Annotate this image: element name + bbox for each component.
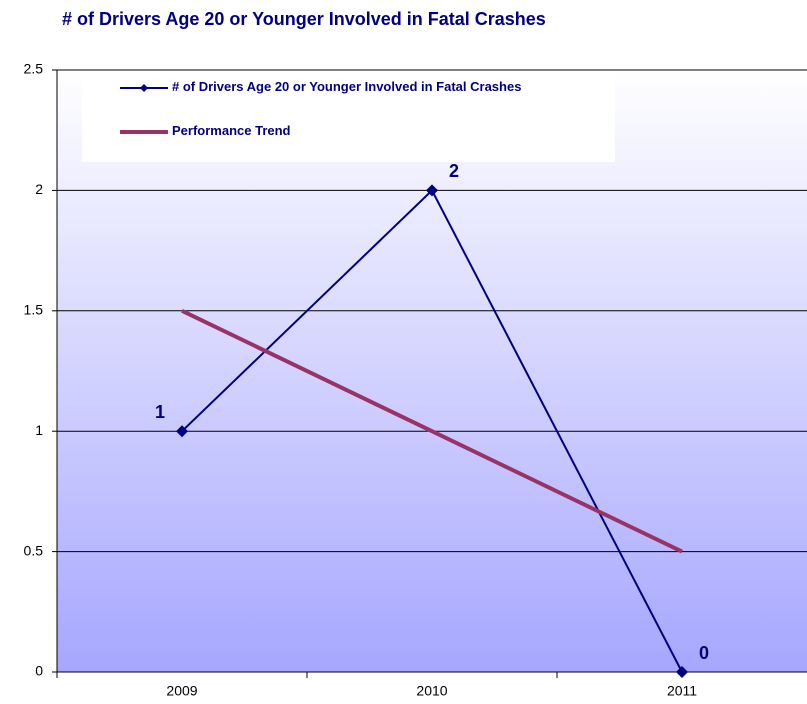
marker: [426, 184, 438, 197]
plot-area: [57, 70, 807, 672]
x-tick-label: 2011: [667, 683, 697, 699]
legend-marker: [140, 84, 148, 92]
y-tick-label: 0: [35, 663, 43, 679]
y-tick-label: 0.5: [24, 542, 44, 558]
y-tick-label: 1.5: [24, 302, 44, 318]
chart-title: # of Drivers Age 20 or Younger Involved …: [62, 9, 546, 29]
legend-item: Performance Trend: [172, 123, 291, 138]
data-label: 1: [155, 402, 165, 422]
legend-label: Performance Trend: [172, 123, 291, 138]
marker: [676, 666, 688, 678]
data-label: 2: [449, 161, 459, 181]
legend-box: [82, 72, 615, 162]
legend-label: # of Drivers Age 20 or Younger Involved …: [172, 79, 522, 94]
x-tick-label: 2010: [416, 683, 447, 699]
series-line: [181, 308, 683, 554]
data-label: 0: [699, 643, 709, 663]
y-tick-label: 2: [35, 181, 43, 197]
marker: [176, 425, 188, 438]
legend-item: # of Drivers Age 20 or Younger Involved …: [172, 79, 522, 94]
y-tick-label: 2.5: [24, 61, 44, 77]
x-tick-label: 2009: [166, 683, 197, 699]
y-tick-label: 1: [35, 422, 43, 438]
